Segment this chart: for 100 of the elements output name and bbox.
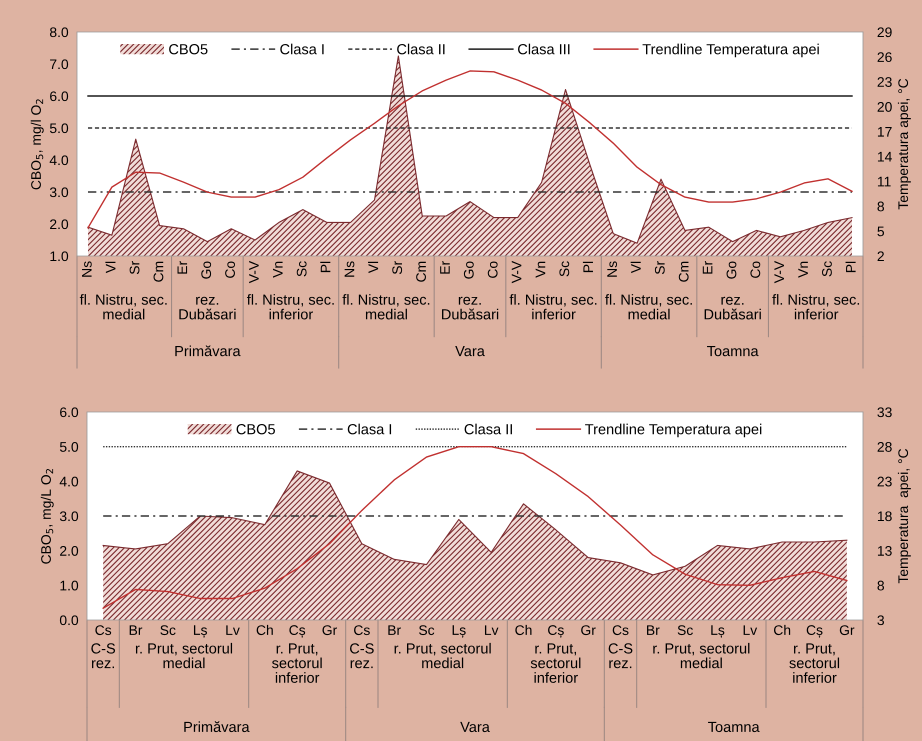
y-axis-title: CBO$_{5}$, mg/L O$_{2}$ (40, 469, 54, 564)
x-tick-label: Lș (194, 625, 207, 638)
x-tick-label: Vl (105, 262, 116, 274)
x-tick-label: Cș (289, 625, 306, 638)
x-tick-label: Cm (416, 262, 426, 282)
x-tick-label: Gr (322, 625, 337, 636)
x-tick-label: V-V (249, 260, 259, 284)
y2-tick-label: 18 (878, 511, 892, 522)
text: r. Prut, sectorul inferior (530, 643, 580, 683)
x-tick-label: Er (440, 261, 450, 274)
x-tick-label: Co (488, 261, 498, 278)
x-tick-label: Sr (392, 261, 402, 274)
x-tick-label: Sc (678, 625, 693, 636)
x-tick-label: Er (702, 261, 712, 274)
x-tick-label: Ch (774, 624, 790, 636)
legend-label: Trendline Temperatura apei (585, 424, 762, 438)
x-tick-label: Cm (154, 262, 164, 282)
y2-tick-label: 26 (878, 52, 892, 62)
y-tick-label: 3.0 (60, 511, 78, 522)
line-series (102, 446, 848, 609)
text: Primăvara (184, 721, 250, 732)
legend-label: Clasa I (280, 44, 324, 54)
y-tick-label: 6.0 (60, 407, 78, 418)
x-tick-label: Cs (95, 625, 112, 636)
x-tick-label: Lv (484, 625, 498, 635)
legend-label: CBO5 (169, 44, 208, 54)
legend-label: Clasa II (464, 424, 512, 434)
y-tick-label: 5.0 (60, 442, 78, 452)
text: fl. Nistru, sec. inferior (246, 294, 334, 320)
y2-tick-label: 29 (878, 27, 892, 38)
x-tick-label: Br (130, 625, 142, 635)
x-tick-label: Vn (273, 262, 283, 278)
text: r. Prut, sectorul medial (653, 642, 750, 668)
y-axis-title: CBO$_{5}$, mg/l O$_{2}$ (30, 99, 44, 190)
text: fl. Nistru, sec. inferior (510, 294, 596, 320)
y2-tick-label: 28 (878, 442, 892, 452)
y-tick-label: 4.0 (60, 476, 78, 487)
y2-tick-label: 5 (877, 226, 884, 236)
x-tick-label: Sc (559, 261, 570, 276)
x-tick-label: Cs (354, 625, 370, 636)
x-tick-label: Go (726, 261, 736, 279)
text: fl. Nistru, sec. inferior (772, 294, 860, 320)
y2-tick-label: 11 (878, 176, 891, 186)
legend-label: CBO5 (236, 424, 275, 434)
x-tick-label: Cș (548, 625, 564, 638)
y2-tick-label: 8 (877, 202, 884, 212)
text: r. Prut, sectorul medial (136, 642, 232, 668)
y-tick-label: 2.0 (50, 219, 68, 230)
x-tick-label: Br (388, 625, 401, 635)
y-tick-label: 4.0 (50, 155, 68, 166)
x-tick-label: Sc (160, 625, 176, 636)
x-tick-label: Go (201, 261, 212, 279)
text: rez. Dubăsari (442, 296, 498, 320)
legend-label: Clasa III (518, 44, 570, 54)
y-tick-label: 6.0 (50, 91, 68, 102)
y2-tick-label: 23 (878, 476, 892, 487)
y2-tick-label: 13 (878, 546, 892, 556)
y-tick-label: 7.0 (50, 59, 68, 70)
legend-label: Clasa II (397, 44, 444, 54)
y2-axis-title: Temperatura apei, °C (898, 448, 911, 584)
y2-tick-label: 14 (878, 152, 892, 162)
x-tick-label: Cm (678, 262, 689, 282)
text: fl. Nistru, sec. medial (80, 294, 167, 320)
line-series (87, 70, 853, 228)
x-tick-label: Pl (846, 262, 856, 272)
y-tick-label: 1.0 (50, 251, 68, 262)
y2-tick-label: 2 (878, 251, 884, 262)
text: Vara (460, 722, 490, 732)
y2-tick-label: 33 (877, 407, 892, 418)
x-tick-label: Br (647, 625, 660, 635)
text: Toamna (708, 722, 760, 732)
x-tick-label: Lș (452, 625, 466, 638)
x-tick-label: Gr (581, 625, 596, 636)
x-tick-label: V-V (512, 260, 522, 284)
y-tick-label: 3.0 (50, 187, 68, 198)
x-tick-label: Er (178, 261, 188, 274)
y-tick-label: 0.0 (60, 615, 78, 626)
x-tick-label: Gr (840, 625, 854, 636)
x-tick-label: Sc (419, 625, 434, 636)
text: r. Prut, sectorul medial (394, 642, 491, 668)
x-tick-label: Pl (582, 262, 593, 272)
x-tick-label: Lv (226, 625, 240, 635)
text: C-S rez. (91, 643, 116, 668)
x-tick-label: Pl (320, 262, 330, 272)
y2-axis-title: Temperatura apei, °C (898, 78, 911, 210)
y-tick-label: 5.0 (50, 123, 68, 134)
text: rez. Dubăsari (704, 296, 761, 320)
text: Toamna (707, 346, 759, 356)
text: rez. Dubăsari (179, 296, 236, 320)
y2-tick-label: 23 (878, 77, 892, 87)
x-tick-label: Ch (515, 624, 532, 636)
x-tick-label: Co (225, 261, 235, 278)
x-tick-label: Vn (536, 262, 546, 278)
x-tick-label: Co (750, 261, 760, 278)
text: C-S rez. (608, 643, 632, 668)
x-tick-label: Cs (612, 625, 628, 636)
x-tick-label: Ns (82, 261, 92, 277)
x-tick-label: Lv (744, 625, 758, 635)
x-tick-label: Sc (822, 261, 832, 276)
x-tick-label: Ns (344, 261, 354, 277)
